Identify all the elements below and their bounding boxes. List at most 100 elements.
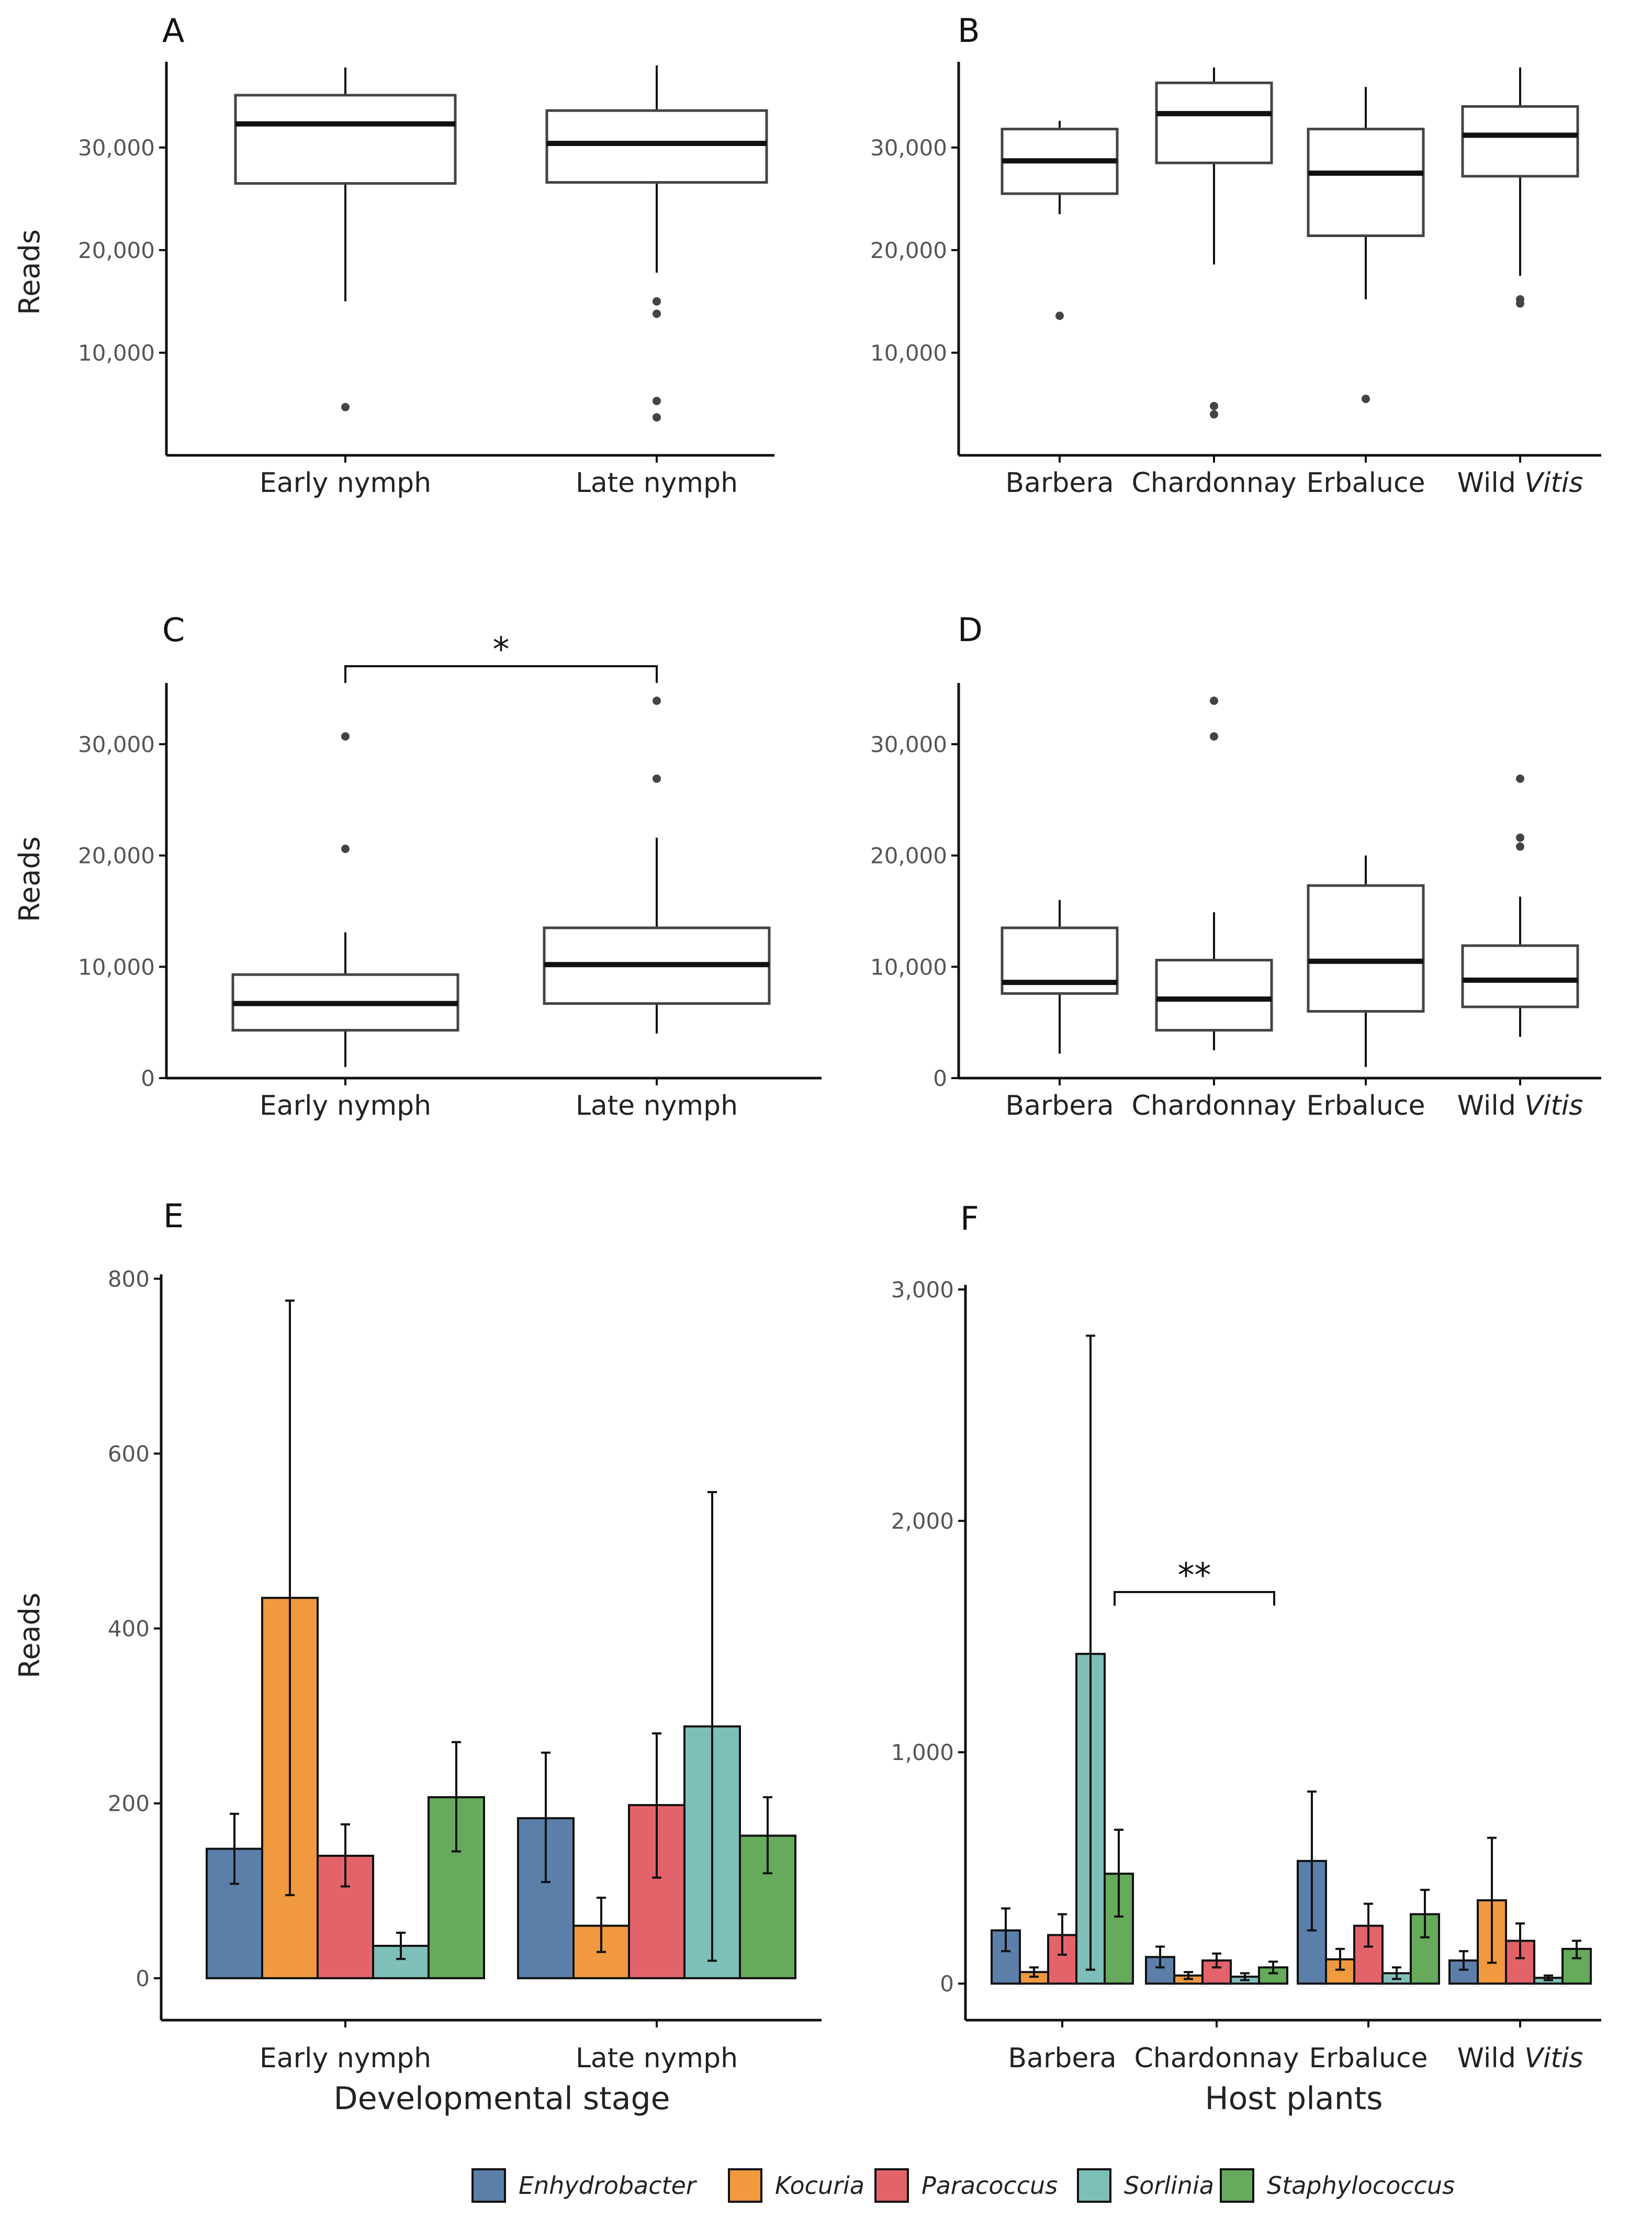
outlier-point xyxy=(653,413,661,422)
x-tick-label: Erbaluce xyxy=(1306,467,1425,499)
y-tick-label: 1,000 xyxy=(891,1740,954,1765)
box-iqr xyxy=(1307,128,1425,237)
x-tick-label-text: Erbaluce xyxy=(1306,467,1425,499)
y-tick-label: 600 xyxy=(108,1441,150,1466)
panel-A: A 10,000 20,000 30,000 Reads Early nymph Late … xyxy=(13,12,774,499)
y-tick-label: 2,000 xyxy=(891,1508,954,1534)
outlier-point xyxy=(653,774,661,783)
significance-bracket: ** xyxy=(1114,1556,1275,1606)
x-tick-label-italic: Vitis xyxy=(1524,1090,1583,1122)
box-iqr xyxy=(1461,944,1579,1008)
x-tick-label-text: Chardonnay xyxy=(1132,467,1297,499)
legend-label: Staphylococcus xyxy=(1267,2171,1455,2200)
y-tick-label: 10,000 xyxy=(78,954,155,980)
legend-item-staphylococcus: Staphylococcus xyxy=(1220,2168,1455,2203)
outlier-point xyxy=(1516,833,1524,842)
x-tick-label: Barbera xyxy=(1005,1090,1114,1122)
legend-item-kocuria: Kocuria xyxy=(728,2168,864,2203)
x-tick-label: Early nymph xyxy=(260,467,431,499)
legend-label: Paracoccus xyxy=(921,2171,1058,2200)
x-tick-label: Late nymph xyxy=(576,467,738,499)
legend-swatch xyxy=(728,2168,762,2203)
outlier-point xyxy=(653,397,661,406)
box-iqr xyxy=(545,109,768,184)
x-tick-label-text: Early nymph xyxy=(260,2043,431,2074)
bar-enhydrobacter xyxy=(991,1929,1021,1985)
box-iqr xyxy=(1307,884,1425,1013)
x-tick-label-text: Wild xyxy=(1457,1090,1516,1122)
outlier-point xyxy=(341,402,350,411)
x-tick-label-space xyxy=(1516,467,1525,499)
legend-item-paracoccus: Paracoccus xyxy=(874,2168,1058,2203)
significance-label: * xyxy=(493,631,510,669)
box-wild xyxy=(1461,774,1579,1037)
panels-group: A 10,000 20,000 30,000 Reads Early nymph Late … xyxy=(13,12,1601,2117)
legend-label: Enhydrobacter xyxy=(519,2171,698,2200)
x-tick-label: Early nymph xyxy=(260,1090,431,1122)
y-tick-label: 10,000 xyxy=(870,340,947,366)
legend-swatch xyxy=(471,2168,506,2203)
x-tick-label-text: Late nymph xyxy=(576,467,738,499)
x-tick-label: Late nymph xyxy=(576,1090,738,1122)
y-tick-label: 10,000 xyxy=(78,340,155,366)
x-tick-label: Chardonnay xyxy=(1132,467,1297,499)
bracket-line xyxy=(344,665,658,683)
x-tick-label-text: Early nymph xyxy=(260,467,431,499)
legend-label: Sorlinia xyxy=(1124,2171,1214,2200)
legend-item-sorlinia: Sorlinia xyxy=(1077,2168,1214,2203)
x-tick-label-text: Early nymph xyxy=(260,1090,431,1122)
outlier-point xyxy=(1210,410,1218,419)
box-barbera xyxy=(1001,120,1119,320)
y-tick-label: 3,000 xyxy=(891,1277,954,1303)
x-axis-label: Host plants xyxy=(1205,2080,1383,2117)
x-tick-label-text: Late nymph xyxy=(576,1090,738,1122)
box-early-nymph xyxy=(231,732,459,1067)
legend: Enhydrobacter Kocuria Paracoccus Sorlinia St… xyxy=(471,2168,1455,2203)
x-tick-label-text: Wild xyxy=(1457,467,1516,499)
significance-bracket: * xyxy=(344,631,658,683)
x-tick-label: Barbera xyxy=(1008,2043,1116,2074)
x-tick-label: Erbaluce xyxy=(1309,2043,1428,2074)
y-axis-label: Reads xyxy=(13,229,46,315)
y-tick-label: 400 xyxy=(108,1616,150,1642)
box-chardonnay xyxy=(1155,697,1273,1050)
x-tick-label-text: Erbaluce xyxy=(1309,2043,1428,2074)
outlier-point xyxy=(341,844,350,853)
y-tick-label: 0 xyxy=(940,1971,954,1997)
panel-letter-C: C xyxy=(162,611,185,649)
y-tick-label: 20,000 xyxy=(870,843,947,869)
bracket-line xyxy=(1114,1591,1275,1606)
y-tick-label: 30,000 xyxy=(870,135,947,161)
x-tick-label-text: Barbera xyxy=(1005,1090,1114,1122)
outlier-point xyxy=(1516,299,1524,308)
panel-D: D 0 10,000 20,000 30,000 Barbera Chardonnay Erb… xyxy=(870,611,1601,1122)
legend-item-enhydrobacter: Enhydrobacter xyxy=(471,2168,698,2203)
x-tick-label: Chardonnay xyxy=(1134,2043,1299,2074)
x-tick-label: Erbaluce xyxy=(1306,1090,1425,1122)
box-iqr xyxy=(1155,959,1273,1032)
panel-C: C 0 10,000 20,000 30,000 Reads Early nymph Late… xyxy=(13,611,822,1122)
x-tick-label-text: Chardonnay xyxy=(1134,2043,1299,2074)
box-wild xyxy=(1461,67,1579,308)
significance-label: ** xyxy=(1178,1556,1211,1595)
y-tick-label: 20,000 xyxy=(870,238,947,263)
y-tick-label: 30,000 xyxy=(870,732,947,757)
x-tick-label-text: Barbera xyxy=(1005,467,1114,499)
outlier-point xyxy=(653,297,661,306)
x-tick-label: Wild Vitis xyxy=(1457,467,1583,499)
legend-label: Kocuria xyxy=(775,2171,864,2200)
y-axis-label: Reads xyxy=(13,1593,46,1678)
outlier-point xyxy=(1362,395,1370,404)
y-tick-label: 800 xyxy=(108,1266,150,1292)
y-tick-label: 20,000 xyxy=(78,843,155,869)
x-tick-label-space xyxy=(1516,1090,1525,1122)
panel-letter-E: E xyxy=(163,1197,184,1235)
x-tick-label: Barbera xyxy=(1005,467,1114,499)
outlier-point xyxy=(1516,774,1524,783)
box-late-nymph xyxy=(545,65,768,422)
y-tick-label: 10,000 xyxy=(870,954,947,980)
x-tick-label-text: Chardonnay xyxy=(1132,1090,1297,1122)
x-tick-label-italic: Vitis xyxy=(1524,2043,1583,2074)
bar-staphylococcus xyxy=(1561,1947,1592,1985)
panel-F: F 0 1,000 2,000 3,000 Barbera Chardonnay Erbalu… xyxy=(891,1200,1601,2117)
